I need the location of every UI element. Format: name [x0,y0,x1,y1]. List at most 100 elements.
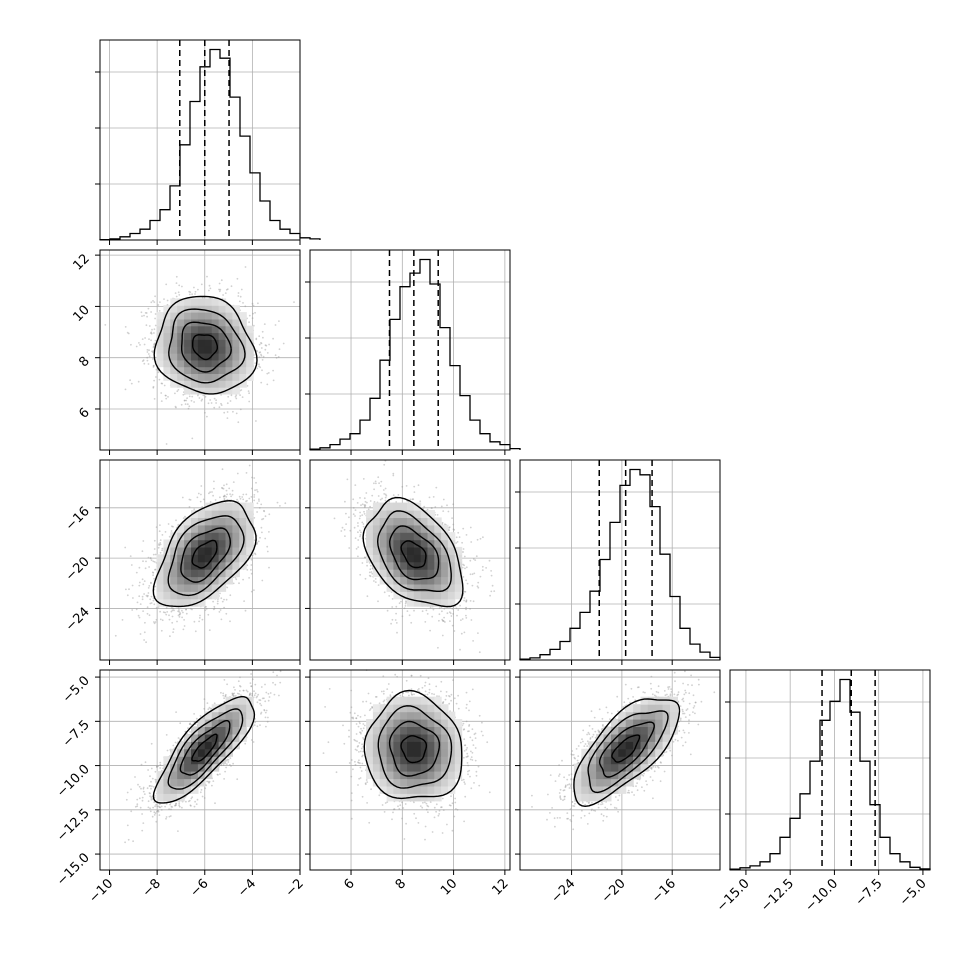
sample-point [135,608,138,611]
sample-point [258,500,260,502]
sample-point [132,597,134,599]
sample-point [155,368,158,371]
sample-point [242,498,245,501]
sample-point [260,381,263,384]
sample-point [255,337,258,340]
sample-point [190,607,192,610]
sample-point [214,499,217,501]
sample-point [180,403,183,406]
sample-point [215,399,218,402]
sample-point [162,611,165,614]
sample-point [284,502,287,505]
sample-point [220,402,222,405]
sample-point [256,350,259,352]
sample-point [252,304,255,307]
sample-point [159,551,162,554]
sample-point [247,390,250,392]
sample-point [163,298,165,300]
sample-point [177,291,180,294]
sample-point [259,351,262,353]
sample-point [258,356,261,358]
sample-point [157,304,160,306]
sample-point [176,390,179,393]
sample-point [146,315,149,318]
sample-point [143,580,146,582]
sample-point [178,613,181,616]
sample-point [184,403,187,405]
sample-point [201,398,204,401]
sample-point [251,317,254,319]
sample-point [256,502,259,505]
sample-point [253,494,256,496]
sample-point [235,578,238,581]
sample-point [148,566,151,568]
sample-point [144,621,146,624]
sample-point [220,404,223,406]
sample-point [264,348,267,351]
sample-point [148,349,150,352]
sample-point [193,508,196,511]
sample-point [263,510,266,513]
sample-point [165,394,167,397]
sample-point [187,407,190,410]
sample-point [254,552,256,555]
sample-point [241,496,244,498]
sample-point [185,399,188,402]
sample-point [161,382,164,385]
sample-point [138,342,140,344]
sample-point [243,600,246,602]
sample-point [256,490,259,493]
sample-point [161,619,164,622]
sample-point [176,620,178,623]
sample-point [234,576,237,579]
sample-point [146,612,149,615]
sample-point [248,314,251,317]
sample-point [138,566,141,569]
sample-point [221,486,223,489]
sample-point [135,345,138,348]
sample-point [159,301,161,303]
sample-point [147,556,150,559]
sample-point [159,543,162,546]
sample-point [220,597,223,600]
sample-point [194,293,196,295]
sample-point [165,607,168,609]
sample-point [177,610,180,613]
sample-point [182,523,185,525]
sample-point [256,542,258,545]
sample-point [141,550,144,553]
sample-point [141,598,144,601]
sample-point [215,402,218,404]
sample-point [225,598,228,601]
sample-point [174,405,177,408]
sample-point [181,609,183,612]
sample-point [148,614,151,617]
sample-point [152,364,155,367]
sample-point [144,312,147,314]
sample-point [185,612,188,615]
sample-point [150,581,152,584]
sample-point [153,379,156,382]
sample-point [272,337,274,340]
sample-point [153,332,155,334]
sample-point [170,610,173,613]
sample-point [182,611,184,614]
sample-point [272,379,275,382]
sample-point [266,372,269,375]
sample-point [181,616,184,619]
sample-point [225,483,228,486]
sample-point [152,346,155,349]
sample-point [209,491,212,494]
sample-point [205,608,208,610]
sample-point [141,315,143,317]
sample-point [258,507,261,509]
sample-point [225,496,228,498]
sample-point [154,553,157,556]
sample-point [146,359,149,362]
sample-point [142,359,145,362]
sample-point [168,618,171,621]
sample-point [147,363,150,365]
sample-point [232,410,234,413]
sample-point [150,339,153,342]
sample-point [188,293,191,296]
